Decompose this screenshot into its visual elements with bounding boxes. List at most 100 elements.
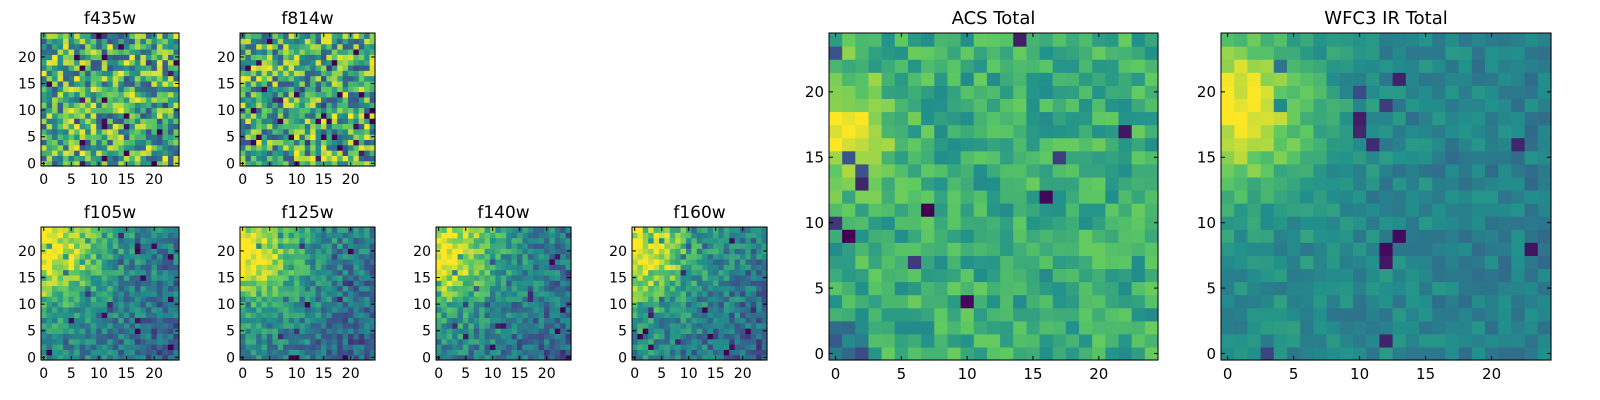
panel-title: f814w <box>281 9 333 29</box>
heatmap-cell <box>659 312 665 319</box>
heatmap-cell <box>52 258 59 265</box>
heatmap-cell <box>140 264 147 271</box>
heatmap-cell <box>702 322 709 329</box>
heatmap-cell <box>490 344 496 350</box>
heatmap-cell <box>734 253 741 260</box>
heatmap-cell <box>669 328 676 334</box>
heatmap-cell <box>57 123 64 130</box>
heatmap-cell <box>1300 333 1314 348</box>
heatmap-cell <box>1537 176 1552 191</box>
heatmap-cell <box>52 155 59 162</box>
heatmap-cell <box>173 242 180 249</box>
heatmap-cell <box>960 229 975 243</box>
heatmap-cell <box>315 123 322 130</box>
heatmap-cell <box>41 253 48 260</box>
heatmap-cell <box>74 232 81 239</box>
heatmap-cell <box>452 227 459 233</box>
heatmap-cell <box>96 86 103 93</box>
heatmap-cell <box>1065 281 1080 296</box>
heatmap-cell <box>452 258 459 265</box>
heatmap-cell <box>245 91 252 98</box>
heatmap-cell <box>162 333 169 340</box>
heatmap-cell <box>1432 294 1446 309</box>
heatmap-cell <box>468 296 475 303</box>
axes-frame <box>631 226 768 361</box>
heatmap-cell <box>107 258 114 265</box>
heatmap-cell <box>156 269 164 276</box>
heatmap-cell <box>947 346 962 361</box>
heatmap-cell <box>490 264 496 271</box>
heatmap-cell <box>240 322 246 329</box>
heatmap-cell <box>162 322 169 329</box>
heatmap-cell <box>315 227 322 233</box>
heatmap-cell <box>549 290 556 297</box>
heatmap-cell <box>173 64 180 71</box>
heatmap-cell <box>167 290 175 297</box>
heatmap-cell <box>761 232 768 239</box>
heatmap-cell <box>441 349 448 356</box>
heatmap-cell <box>52 150 59 156</box>
heatmap-cell <box>740 280 746 287</box>
heatmap-cell <box>353 296 360 303</box>
heatmap-cell <box>527 301 534 308</box>
heatmap-cell <box>173 59 180 66</box>
heatmap-cell <box>74 248 81 255</box>
heatmap-cell <box>151 43 158 50</box>
x-tick-label: 10 <box>680 366 698 382</box>
heatmap-cell <box>648 253 655 260</box>
heatmap-cell <box>79 317 86 324</box>
heatmap-cell <box>240 128 246 135</box>
heatmap-cell <box>745 248 752 255</box>
heatmap-cell <box>46 338 53 345</box>
heatmap-cell <box>1287 333 1301 348</box>
heatmap-cell <box>145 264 152 271</box>
heatmap-cell <box>842 268 856 283</box>
heatmap-cell <box>294 312 300 319</box>
heatmap-cell <box>52 306 59 313</box>
heatmap-cell <box>245 264 252 271</box>
heatmap-cell <box>664 328 671 334</box>
heatmap-cell <box>358 64 365 71</box>
heatmap-cell <box>90 274 97 281</box>
heatmap-cell <box>57 328 64 334</box>
heatmap-cell <box>549 349 556 356</box>
heatmap-cell <box>648 317 655 324</box>
heatmap-cell <box>46 290 53 297</box>
heatmap-cell <box>162 280 169 287</box>
heatmap-cell <box>145 253 152 260</box>
heatmap-cell <box>894 189 909 204</box>
heatmap-cell <box>96 312 103 319</box>
heatmap-cell <box>358 333 365 340</box>
heatmap-cell <box>1105 333 1120 348</box>
heatmap-cell <box>364 296 371 303</box>
heatmap-cell <box>1445 255 1460 270</box>
heatmap-cell <box>326 253 333 260</box>
heatmap-cell <box>85 317 92 324</box>
heatmap-cell <box>549 322 556 329</box>
heatmap-cell <box>648 296 655 303</box>
heatmap-cell <box>718 253 725 260</box>
heatmap-cell <box>41 333 48 340</box>
heatmap-cell <box>337 70 344 77</box>
heatmap-cell <box>1379 216 1394 230</box>
heatmap-cell <box>46 107 53 114</box>
heatmap-cell <box>261 285 268 292</box>
heatmap-cell <box>256 258 263 265</box>
heatmap-cell <box>565 296 572 303</box>
heatmap-cell <box>112 269 119 276</box>
heatmap-cell <box>511 280 518 287</box>
heatmap-cell <box>842 242 856 256</box>
heatmap-cell <box>85 144 92 151</box>
heatmap-cell <box>118 96 125 103</box>
heatmap-cell <box>256 54 263 61</box>
heatmap-cell <box>675 253 682 260</box>
heatmap-cell <box>173 296 180 303</box>
heatmap-cell <box>855 33 870 47</box>
heatmap-cell <box>112 258 119 265</box>
heatmap-cell <box>353 344 360 350</box>
heatmap-cell <box>348 306 354 313</box>
heatmap-cell <box>277 253 284 260</box>
heatmap-cell <box>63 134 70 140</box>
heatmap-cell <box>245 354 252 361</box>
heatmap-cell <box>1313 294 1328 309</box>
